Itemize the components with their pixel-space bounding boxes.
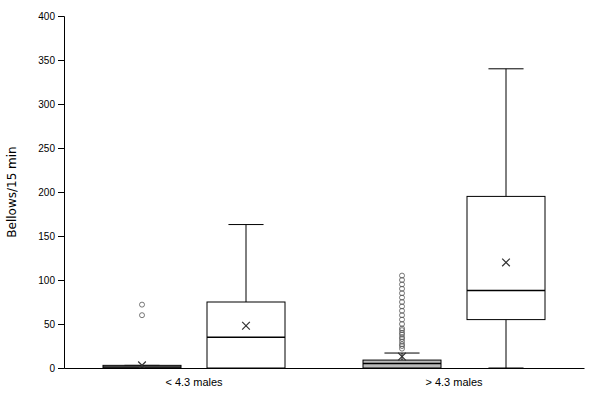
marks (103, 69, 545, 368)
y-tick-mark (58, 148, 64, 149)
y-tick: 200 (38, 187, 64, 198)
y-tick: 50 (44, 319, 64, 330)
median (103, 366, 181, 368)
box (207, 225, 285, 368)
box-body (363, 360, 441, 368)
mean-marker (138, 362, 146, 368)
y-tick-label: 350 (38, 55, 55, 66)
chart: 0 50 100 150 200 250 300 350 400 < 4.3 males > 4.3… (0, 0, 600, 408)
y-tick: 250 (38, 143, 64, 154)
y-tick: 100 (38, 275, 64, 286)
x-tick: < 4.3 males (165, 368, 223, 388)
y-tick-label: 200 (38, 187, 55, 198)
y-axis: 0 50 100 150 200 250 300 350 400 (38, 11, 64, 374)
y-tick-mark (58, 368, 64, 369)
x-tick-label: < 4.3 males (165, 376, 223, 388)
x-tick: > 4.3 males (425, 368, 483, 388)
x-axis-line (65, 368, 585, 369)
y-tick-label: 150 (38, 231, 55, 242)
box-body (467, 196, 545, 319)
box (103, 302, 181, 368)
y-tick-mark (58, 192, 64, 193)
box-body (207, 302, 285, 368)
whisker (246, 225, 247, 302)
y-tick-label: 100 (38, 275, 55, 286)
x-axis: < 4.3 males > 4.3 males (65, 368, 585, 388)
flier (400, 273, 405, 278)
whisker (506, 320, 507, 368)
plot-area: 0 50 100 150 200 250 300 350 400 < 4.3 males > 4.3… (5, 11, 585, 388)
whisker-cap (488, 68, 523, 69)
y-tick-mark (58, 236, 64, 237)
y-tick: 150 (38, 231, 64, 242)
x-tick-label: > 4.3 males (425, 376, 483, 388)
median (363, 363, 441, 365)
y-tick: 0 (49, 363, 64, 374)
mean-marker (398, 353, 406, 361)
y-tick-label: 300 (38, 99, 55, 110)
median (467, 290, 545, 292)
y-tick-mark (58, 324, 64, 325)
y-tick-label: 0 (49, 363, 55, 374)
y-axis-line (58, 17, 65, 369)
y-tick-label: 250 (38, 143, 55, 154)
flier (140, 302, 145, 307)
median (207, 336, 285, 338)
y-tick: 400 (38, 11, 64, 22)
y-tick-mark (58, 60, 64, 61)
flier (140, 313, 145, 318)
box (363, 273, 441, 368)
y-tick-label: 400 (38, 11, 55, 22)
whisker (506, 69, 507, 197)
y-axis-title: Bellows/15 min (5, 146, 19, 237)
whisker-cap (228, 224, 263, 225)
y-tick: 350 (38, 55, 64, 66)
y-tick-mark (58, 104, 64, 105)
mean-marker (502, 259, 510, 267)
mean-marker (242, 322, 250, 330)
y-tick-label: 50 (44, 319, 56, 330)
y-tick-mark (58, 16, 64, 17)
whisker-cap (488, 368, 523, 369)
y-tick-mark (58, 280, 64, 281)
box (467, 69, 545, 368)
whisker-cap (384, 353, 419, 354)
y-tick: 300 (38, 99, 64, 110)
